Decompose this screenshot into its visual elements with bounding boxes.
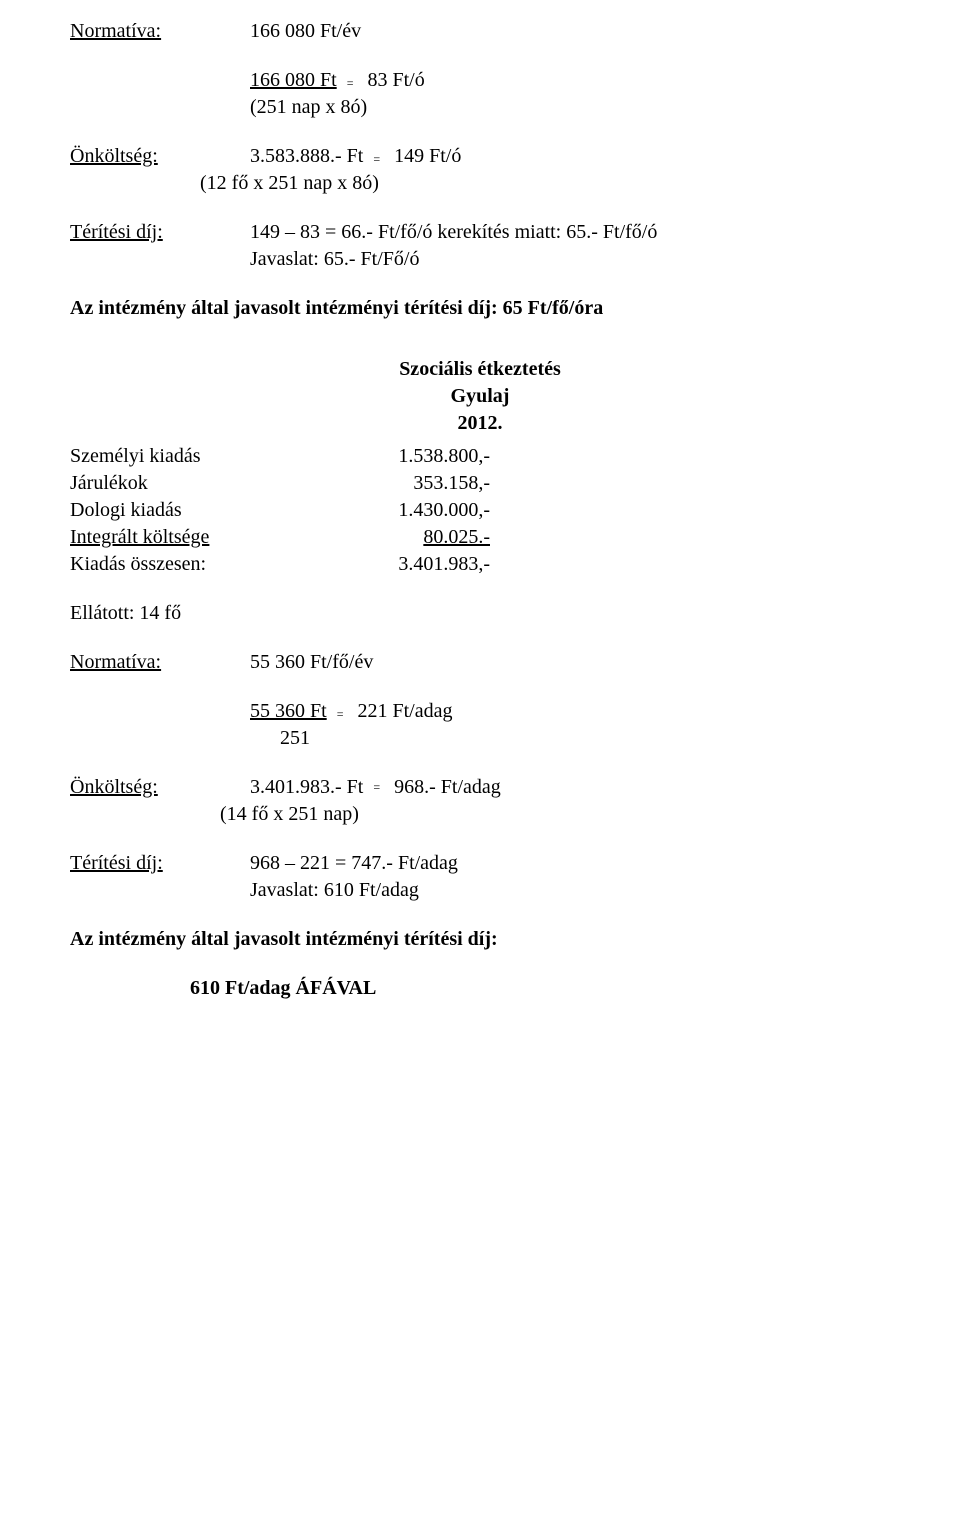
sec2-teritesi-row: Térítési díj: 968 – 221 = 747.- Ft/adag … <box>70 850 890 904</box>
teritesi-line1: 149 – 83 = 66.- Ft/fő/ó kerekítés miatt:… <box>250 219 890 246</box>
sec2-normativa-value: 55 360 Ft/fő/év <box>250 649 890 676</box>
normativa-label: Normatíva: <box>70 18 250 45</box>
top-calc-line1: 166 080 Ft = 83 Ft/ó <box>250 67 890 94</box>
sec2-calc-line1: 55 360 Ft = 221 Ft/adag <box>250 698 890 725</box>
cost-val: 80.025.- <box>330 524 490 551</box>
section2-title2: Gyulaj <box>70 383 890 410</box>
cost-key: Dologi kiadás <box>70 497 330 524</box>
cost-table: Személyi kiadás 1.538.800,- Járulékok 35… <box>70 443 890 578</box>
sec2-onkoltseg-label: Önköltség: <box>70 774 250 801</box>
sec2-onkoltseg-result: 968.- Ft/adag <box>394 774 501 801</box>
cost-row: Járulékok 353.158,- <box>70 470 890 497</box>
cost-key: Integrált költsége <box>70 524 330 551</box>
sec2-onkoltseg-row: Önköltség: 3.401.983.- Ft = 968.- Ft/ada… <box>70 774 890 828</box>
onkoltseg-label: Önköltség: <box>70 143 250 170</box>
sec2-onkoltseg-calc-line: 3.401.983.- Ft = 968.- Ft/adag <box>250 774 890 801</box>
equals-sign: = <box>363 779 390 795</box>
calc1-denominator: (251 nap x 8ó) <box>250 94 890 121</box>
sec2-teritesi-line2: Javaslat: 610 Ft/adag <box>250 877 890 904</box>
sec2-normativa-label: Normatíva: <box>70 649 250 676</box>
equals-sign: = <box>327 706 354 725</box>
top-teritesi-row: Térítési díj: 149 – 83 = 66.- Ft/fő/ó ke… <box>70 219 890 273</box>
cost-val: 353.158,- <box>330 470 490 497</box>
section2-title1: Szociális étkeztetés <box>70 356 890 383</box>
top-calc-block: 166 080 Ft = 83 Ft/ó (251 nap x 8ó) <box>70 67 890 121</box>
sec2-teritesi-line1: 968 – 221 = 747.- Ft/adag <box>250 850 890 877</box>
teritesi-block: 149 – 83 = 66.- Ft/fő/ó kerekítés miatt:… <box>250 219 890 273</box>
equals-sign: = <box>363 151 390 170</box>
cost-val: 1.430.000,- <box>330 497 490 524</box>
onkoltseg-value: 3.583.888.- Ft <box>250 143 363 170</box>
normativa-value: 166 080 Ft/év <box>250 18 890 45</box>
onkoltseg-denominator: (12 fő x 251 nap x 8ó) <box>200 170 890 197</box>
sec2-teritesi-label: Térítési díj: <box>70 850 250 877</box>
cost-val: 3.401.983,- <box>330 551 490 578</box>
equals-sign: = <box>337 75 364 94</box>
onkoltseg-calc-line: 3.583.888.- Ft = 149 Ft/ó <box>250 143 890 170</box>
cost-row: Dologi kiadás 1.430.000,- <box>70 497 890 524</box>
top-statement: Az intézmény által javasolt intézményi t… <box>70 295 890 322</box>
cost-row-underline: Integrált költsége 80.025.- <box>70 524 890 551</box>
sec2-calc-numerator: 55 360 Ft <box>250 698 327 725</box>
sec2-onkoltseg-value: 3.401.983.- Ft <box>250 774 363 801</box>
cost-key: Járulékok <box>70 470 330 497</box>
sec2-calc-result: 221 Ft/adag <box>357 698 452 725</box>
cost-val: 1.538.800,- <box>330 443 490 470</box>
cost-row-total: Kiadás összesen: 3.401.983,- <box>70 551 890 578</box>
cost-row: Személyi kiadás 1.538.800,- <box>70 443 890 470</box>
sec2-calc-block: 55 360 Ft = 221 Ft/adag 251 <box>70 698 890 752</box>
final-line: 610 Ft/adag ÁFÁVAL <box>70 975 890 1002</box>
cost-key: Kiadás összesen: <box>70 551 330 578</box>
ellatott-line: Ellátott: 14 fő <box>70 600 890 627</box>
calc1-result: 83 Ft/ó <box>367 67 424 94</box>
teritesi-label: Térítési díj: <box>70 219 250 246</box>
sec2-normativa-row: Normatíva: 55 360 Ft/fő/év <box>70 649 890 676</box>
calc1-numerator: 166 080 Ft <box>250 67 337 94</box>
section2-title3: 2012. <box>70 410 890 437</box>
sec2-onkoltseg-block: 3.401.983.- Ft = 968.- Ft/adag (14 fő x … <box>250 774 890 828</box>
document-page: Normatíva: 166 080 Ft/év 166 080 Ft = 83… <box>0 0 960 1042</box>
onkoltseg-result: 149 Ft/ó <box>394 143 461 170</box>
sec2-onkoltseg-denominator: (14 fő x 251 nap) <box>220 801 890 828</box>
sec2-teritesi-block: 968 – 221 = 747.- Ft/adag Javaslat: 610 … <box>250 850 890 904</box>
cost-key: Személyi kiadás <box>70 443 330 470</box>
teritesi-line2: Javaslat: 65.- Ft/Fő/ó <box>250 246 890 273</box>
sec2-statement: Az intézmény által javasolt intézményi t… <box>70 926 890 953</box>
sec2-calc-denominator: 251 <box>250 725 890 752</box>
top-normativa-row: Normatíva: 166 080 Ft/év <box>70 18 890 45</box>
top-onkoltseg-row: Önköltség: 3.583.888.- Ft = 149 Ft/ó (12… <box>70 143 890 197</box>
onkoltseg-block: 3.583.888.- Ft = 149 Ft/ó (12 fő x 251 n… <box>250 143 890 197</box>
